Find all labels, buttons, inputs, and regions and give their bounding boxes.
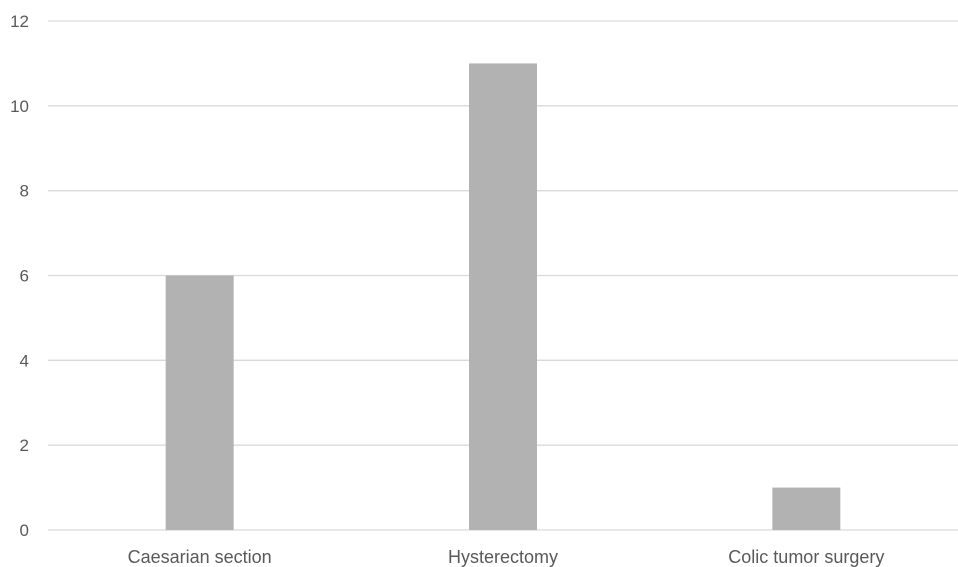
- y-tick-label-0: 0: [20, 521, 29, 540]
- bar-hysterectomy: [469, 63, 537, 531]
- bar-caesarian-section: [165, 275, 234, 530]
- x-category-label-colic-tumor-surgery: Colic tumor surgery: [728, 547, 884, 567]
- y-tick-label-6: 6: [20, 267, 29, 286]
- y-tick-label-8: 8: [20, 182, 29, 201]
- x-category-label-caesarian-section: Caesarian section: [128, 547, 272, 567]
- bar-colic-tumor-surgery: [772, 487, 841, 530]
- y-tick-label-4: 4: [20, 351, 29, 370]
- y-tick-label-2: 2: [20, 436, 29, 455]
- x-axis-category-labels: Caesarian section Hysterectomy Colic tumor…: [128, 547, 885, 567]
- x-category-label-hysterectomy: Hysterectomy: [448, 547, 558, 567]
- y-tick-label-12: 12: [10, 12, 29, 31]
- y-axis-tick-labels: 0 2 4 6 8 10 12: [10, 12, 29, 540]
- y-tick-label-10: 10: [10, 97, 29, 116]
- bars: [165, 63, 841, 531]
